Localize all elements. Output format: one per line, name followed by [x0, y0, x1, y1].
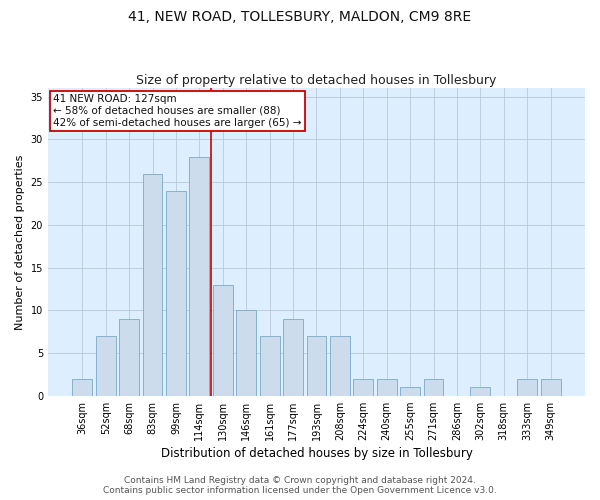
- Bar: [330, 336, 350, 396]
- Bar: [307, 336, 326, 396]
- Bar: [119, 319, 139, 396]
- Bar: [260, 336, 280, 396]
- X-axis label: Distribution of detached houses by size in Tollesbury: Distribution of detached houses by size …: [161, 447, 472, 460]
- Bar: [166, 190, 186, 396]
- Bar: [283, 319, 303, 396]
- Y-axis label: Number of detached properties: Number of detached properties: [15, 154, 25, 330]
- Title: Size of property relative to detached houses in Tollesbury: Size of property relative to detached ho…: [136, 74, 497, 87]
- Bar: [190, 156, 209, 396]
- Bar: [236, 310, 256, 396]
- Bar: [470, 387, 490, 396]
- Bar: [541, 378, 560, 396]
- Bar: [400, 387, 420, 396]
- Text: 41 NEW ROAD: 127sqm
← 58% of detached houses are smaller (88)
42% of semi-detach: 41 NEW ROAD: 127sqm ← 58% of detached ho…: [53, 94, 302, 128]
- Text: 41, NEW ROAD, TOLLESBURY, MALDON, CM9 8RE: 41, NEW ROAD, TOLLESBURY, MALDON, CM9 8R…: [128, 10, 472, 24]
- Bar: [377, 378, 397, 396]
- Bar: [517, 378, 537, 396]
- Bar: [213, 284, 233, 396]
- Bar: [143, 174, 163, 396]
- Bar: [424, 378, 443, 396]
- Bar: [353, 378, 373, 396]
- Text: Contains HM Land Registry data © Crown copyright and database right 2024.
Contai: Contains HM Land Registry data © Crown c…: [103, 476, 497, 495]
- Bar: [73, 378, 92, 396]
- Bar: [96, 336, 116, 396]
